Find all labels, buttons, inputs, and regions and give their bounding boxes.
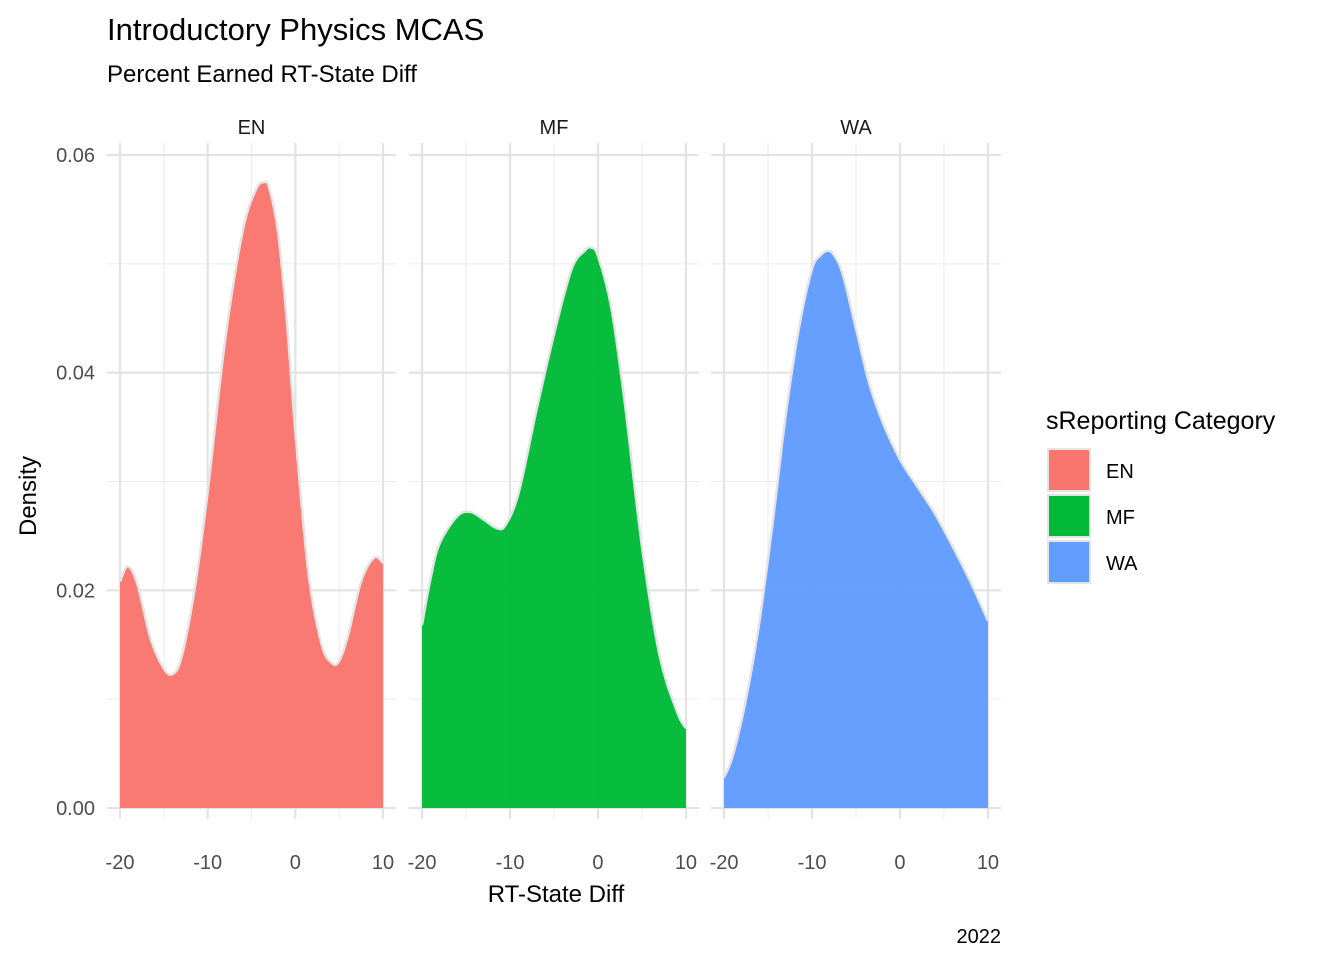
legend-key-wa [1047, 540, 1091, 584]
x-tick-label: -20 [408, 852, 437, 874]
density-outline-mf [420, 245, 688, 730]
x-tick-label: 0 [290, 852, 301, 874]
panel-wa: WA -20 -10 0 10 [710, 117, 1001, 874]
density-outline-wa [722, 249, 990, 779]
chart-title: Introductory Physics MCAS [107, 12, 484, 47]
x-tick-label: 10 [372, 852, 394, 874]
strip-label-mf: MF [540, 117, 569, 139]
x-axis-title: RT-State Diff [488, 881, 625, 908]
y-tick-label: 0.02 [56, 580, 95, 602]
x-tick-label: 10 [675, 852, 697, 874]
y-axis-title: Density [15, 456, 42, 536]
density-area-wa [724, 250, 988, 809]
chart-subtitle: Percent Earned RT-State Diff [107, 61, 417, 88]
density-area-mf [422, 247, 686, 809]
x-tick-label: 0 [894, 852, 905, 874]
x-tick-label: -20 [106, 852, 135, 874]
x-tick-label: -10 [193, 852, 222, 874]
y-tick-label: 0.00 [56, 798, 95, 820]
y-tick-label: 0.04 [56, 363, 95, 385]
legend-label-mf: MF [1106, 507, 1135, 529]
legend-key-mf [1047, 494, 1091, 538]
x-tick-label: -10 [798, 852, 827, 874]
chart-caption: 2022 [957, 926, 1002, 948]
x-tick-label: -20 [710, 852, 739, 874]
facet-panels: EN -20 -10 0 10 MF -20 -10 0 10 WA -20 -10 0 10 [106, 117, 1001, 874]
legend-label-wa: WA [1106, 553, 1138, 575]
legend-key-en [1047, 448, 1091, 492]
density-outline-en [118, 180, 384, 677]
panel-mf: MF -20 -10 0 10 [408, 117, 699, 874]
x-tick-label: -10 [496, 852, 525, 874]
legend: sReporting Category EN MF WA [1046, 407, 1276, 584]
y-axis: 0.00 0.02 0.04 0.06 [56, 145, 95, 820]
legend-title: sReporting Category [1046, 407, 1276, 435]
y-tick-label: 0.06 [56, 145, 95, 167]
x-tick-label: 0 [592, 852, 603, 874]
density-area-en [120, 181, 383, 809]
legend-label-en: EN [1106, 461, 1134, 483]
strip-label-en: EN [238, 117, 266, 139]
strip-label-wa: WA [840, 117, 872, 139]
x-tick-label: 10 [977, 852, 999, 874]
panel-en: EN -20 -10 0 10 [106, 117, 396, 874]
